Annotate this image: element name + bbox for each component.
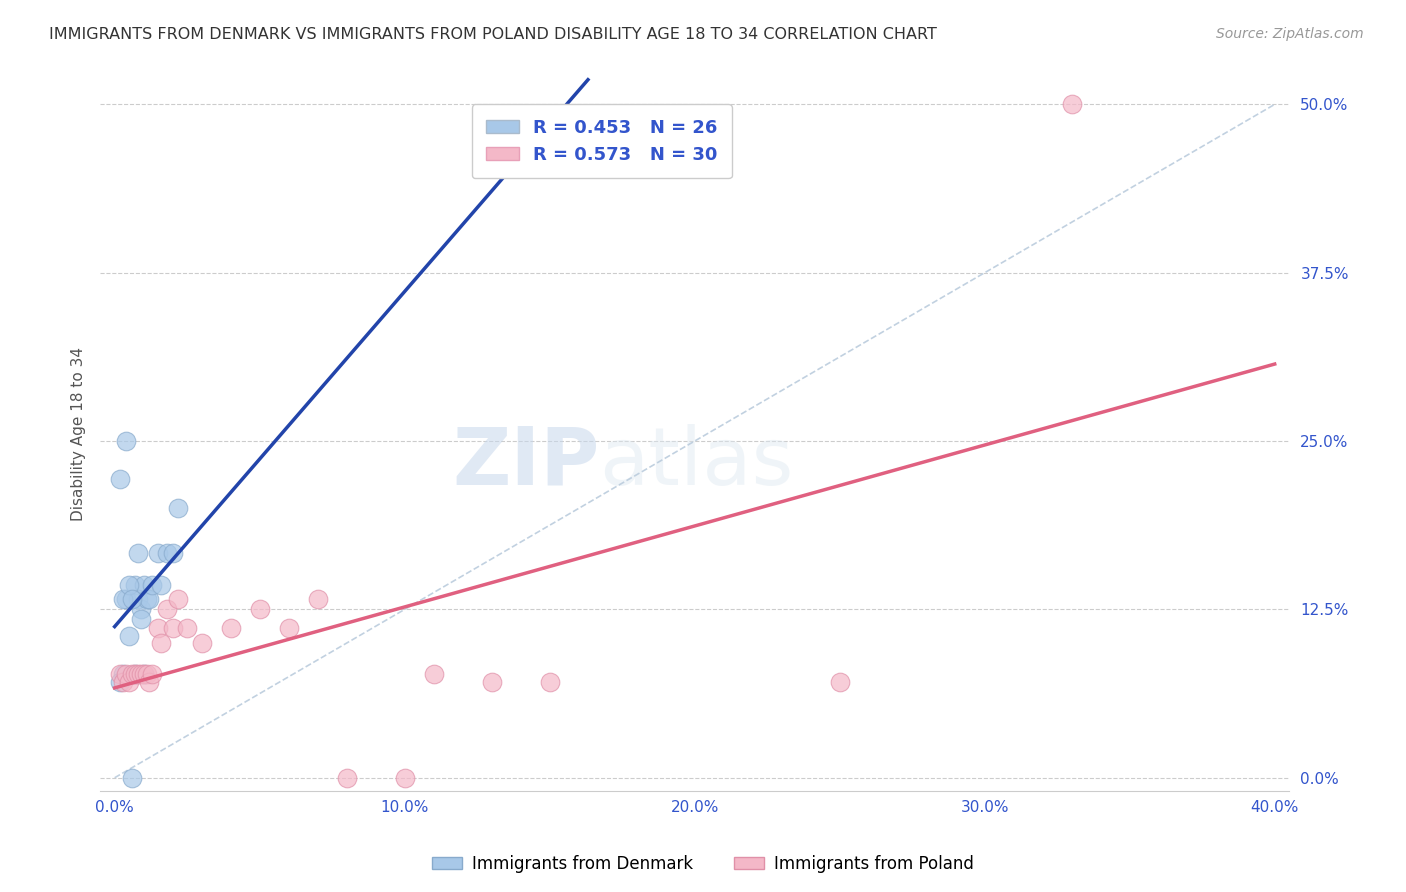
Text: IMMIGRANTS FROM DENMARK VS IMMIGRANTS FROM POLAND DISABILITY AGE 18 TO 34 CORREL: IMMIGRANTS FROM DENMARK VS IMMIGRANTS FR… xyxy=(49,27,936,42)
Point xyxy=(138,591,160,606)
Point xyxy=(176,621,198,635)
Point xyxy=(121,771,143,785)
Point xyxy=(336,771,359,785)
Point xyxy=(249,602,271,616)
Legend: Immigrants from Denmark, Immigrants from Poland: Immigrants from Denmark, Immigrants from… xyxy=(425,848,981,880)
Point xyxy=(1060,97,1083,112)
Point xyxy=(156,602,179,616)
Y-axis label: Disability Age 18 to 34: Disability Age 18 to 34 xyxy=(72,347,86,521)
Text: Source: ZipAtlas.com: Source: ZipAtlas.com xyxy=(1216,27,1364,41)
Point xyxy=(156,546,179,560)
Point xyxy=(124,667,146,681)
Point xyxy=(138,675,160,690)
Point xyxy=(277,621,299,635)
Point xyxy=(121,591,143,606)
Point xyxy=(127,667,149,681)
Point xyxy=(110,675,132,690)
Point xyxy=(141,578,163,592)
Point xyxy=(132,667,155,681)
Point xyxy=(150,636,173,650)
Point xyxy=(135,667,157,681)
Point xyxy=(112,591,135,606)
Point xyxy=(127,546,149,560)
Point xyxy=(162,621,184,635)
Point xyxy=(135,591,157,606)
Point xyxy=(146,546,169,560)
Text: ZIP: ZIP xyxy=(453,424,599,502)
Point xyxy=(394,771,416,785)
Point xyxy=(110,667,132,681)
Point xyxy=(538,675,561,690)
Point xyxy=(481,675,503,690)
Point xyxy=(124,667,146,681)
Point xyxy=(129,602,152,616)
Point xyxy=(146,621,169,635)
Point xyxy=(162,546,184,560)
Point xyxy=(129,612,152,626)
Point xyxy=(110,472,132,486)
Point xyxy=(190,636,212,650)
Point xyxy=(422,667,444,681)
Point xyxy=(115,667,138,681)
Point xyxy=(115,591,138,606)
Point xyxy=(115,434,138,448)
Point xyxy=(219,621,242,635)
Point xyxy=(121,667,143,681)
Point xyxy=(150,578,173,592)
Point xyxy=(118,578,141,592)
Point xyxy=(141,667,163,681)
Text: atlas: atlas xyxy=(599,424,794,502)
Point xyxy=(112,667,135,681)
Legend: R = 0.453   N = 26, R = 0.573   N = 30: R = 0.453 N = 26, R = 0.573 N = 30 xyxy=(472,104,733,178)
Point xyxy=(307,591,329,606)
Point xyxy=(132,667,155,681)
Point xyxy=(118,675,141,690)
Point xyxy=(124,578,146,592)
Point xyxy=(112,675,135,690)
Point xyxy=(118,629,141,643)
Point xyxy=(127,591,149,606)
Point xyxy=(129,667,152,681)
Point xyxy=(167,591,190,606)
Point xyxy=(132,578,155,592)
Point xyxy=(167,501,190,516)
Point xyxy=(828,675,851,690)
